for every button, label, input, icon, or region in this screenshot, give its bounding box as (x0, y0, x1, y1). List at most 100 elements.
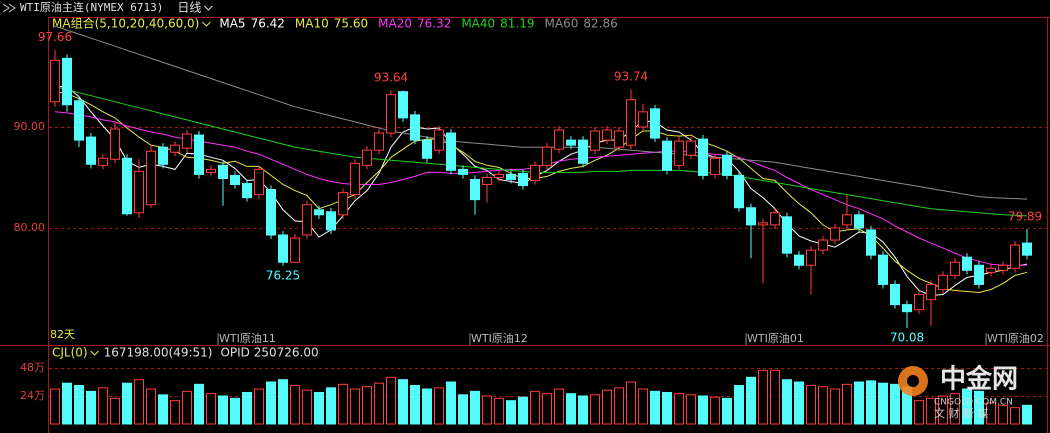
logo-center (907, 375, 919, 387)
frame (0, 17, 1050, 433)
volume-tick-label: 48万 (20, 361, 45, 374)
candle-body (314, 209, 324, 216)
candle-body (638, 111, 648, 128)
volume-bar (554, 388, 564, 425)
volume-bar (410, 385, 420, 425)
candle-body (530, 164, 540, 181)
candle-body (830, 227, 840, 241)
candle-body (938, 274, 948, 290)
candle-body (926, 283, 936, 301)
volume-bar (374, 382, 384, 425)
volume-bar (134, 379, 144, 425)
volume-bar (314, 392, 324, 425)
price-annotation: 76.25 (266, 268, 300, 282)
volume-bar (242, 392, 252, 425)
candle-body (446, 132, 456, 171)
candle-body (890, 283, 900, 306)
candle-body (842, 214, 852, 226)
dropdown-arrow[interactable] (202, 21, 211, 27)
candle-body (794, 254, 804, 266)
volume-bar (350, 388, 360, 425)
volume-bar (98, 387, 108, 425)
volume-bar (302, 389, 312, 425)
legend-value: 76.32 (417, 17, 451, 31)
candle-body (614, 130, 624, 148)
volume-bar (338, 383, 348, 425)
volume-summary: 167198.00(49:51) (104, 346, 213, 360)
volume-bar (62, 382, 72, 425)
candle-body (422, 139, 432, 159)
candle-body (974, 264, 984, 285)
candle-body (62, 57, 72, 106)
volume-label[interactable]: CJL(0) (52, 346, 88, 360)
candle-body (110, 128, 120, 160)
x-tick-label: WTI原油02 (987, 331, 1044, 345)
candle-body (506, 173, 516, 180)
candle-body (482, 176, 492, 186)
volume-bar (710, 396, 720, 425)
watermark: 中金网 CNGOLD.COM.CN 文 财 新 媒 (898, 364, 1018, 420)
candle-body (206, 168, 216, 173)
price-annotation: 97.66 (38, 30, 72, 44)
candle-body (122, 157, 132, 215)
candle-body (770, 212, 780, 226)
candle-body (914, 294, 924, 311)
open-interest: OPID 250726.00 (220, 346, 318, 360)
instrument-title: WTI原油主连(NYMEX 6713) (20, 0, 163, 14)
volume-bar (950, 393, 960, 425)
y-tick-label: 90.00 (14, 120, 46, 133)
volume-bar (158, 394, 168, 425)
watermark-brand: 中金网 (940, 364, 1018, 395)
candle-body (698, 138, 708, 176)
ma-line (54, 86, 1028, 217)
volume-bar (782, 379, 792, 425)
ma-line (54, 25, 1028, 200)
volume-bar (770, 369, 780, 425)
candle-body (494, 173, 504, 178)
candle-body (230, 174, 240, 186)
volume-bar (146, 388, 156, 425)
period-selector[interactable]: 日线 (177, 1, 201, 15)
candle-body (254, 168, 264, 196)
candle-body (806, 249, 816, 266)
legend-name: MA60 (545, 17, 579, 31)
volume-bar (986, 402, 996, 425)
candle-body (542, 146, 552, 166)
candle-body (86, 136, 96, 165)
candle-body (650, 108, 660, 139)
volume-bar (866, 380, 876, 425)
volume-bar (758, 369, 768, 425)
volume-bar (122, 382, 132, 425)
price-annotation: 79.89 (1008, 210, 1042, 224)
candle-body (98, 157, 108, 166)
volume-bar (386, 376, 396, 425)
volume-bar (506, 400, 516, 425)
candle-body (902, 304, 912, 313)
candle-body (434, 129, 444, 151)
dropdown-arrow[interactable] (90, 350, 99, 356)
candle-body (662, 140, 672, 171)
volume-bar (938, 395, 948, 425)
candle-body (518, 172, 528, 187)
volume-bar (878, 382, 888, 425)
candle-body (602, 129, 612, 141)
volume-bar (230, 397, 240, 425)
legend-name: MA5 (219, 17, 245, 31)
candle-body (854, 214, 864, 229)
volume-bar (170, 400, 180, 425)
volume-bar (854, 381, 864, 425)
volume-bar (422, 388, 432, 425)
ma-group-label[interactable]: MA组合(5,10,20,40,60,0) (52, 16, 199, 31)
volume-bar (206, 393, 216, 425)
candle-body (266, 189, 276, 236)
volume-bar (182, 390, 192, 425)
dropdown-arrow[interactable] (204, 5, 213, 11)
back-icon[interactable] (2, 3, 16, 13)
candle-body (146, 150, 156, 206)
candle-body (866, 229, 876, 256)
volume-bar (746, 376, 756, 425)
volume-bar (722, 397, 732, 425)
price-annotation: 93.74 (614, 70, 648, 84)
volume-bar (1010, 407, 1020, 425)
x-tick-label: WTI原油01 (747, 331, 804, 345)
